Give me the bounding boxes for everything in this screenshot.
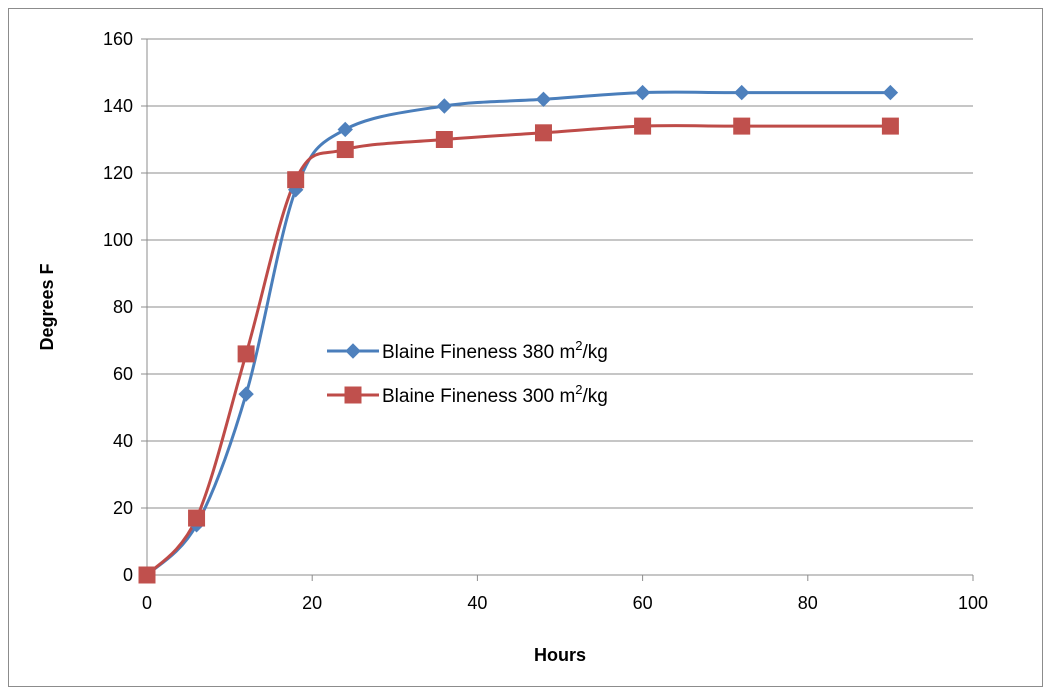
legend-label-base: Blaine Fineness 380 m bbox=[382, 342, 575, 363]
line-chart: 0 20 40 60 80 100 0 20 40 60 80 100 120 140 160 Blain… bbox=[37, 29, 988, 665]
y-tick-label: 60 bbox=[113, 364, 133, 384]
chart-area: 0 20 40 60 80 100 0 20 40 60 80 100 120 140 160 Blain… bbox=[8, 8, 1043, 687]
data-point-series-2 bbox=[435, 131, 453, 148]
data-point-series-2 bbox=[138, 566, 156, 584]
gridlines bbox=[147, 38, 973, 509]
x-tick-label: 100 bbox=[958, 593, 988, 613]
y-tick-label: 40 bbox=[113, 431, 133, 451]
series-line-1 bbox=[145, 90, 892, 577]
data-point-series-2 bbox=[634, 117, 652, 135]
data-point-series-2 bbox=[237, 345, 255, 363]
x-tick-labels: 0 20 40 60 80 100 bbox=[142, 593, 988, 613]
series-markers bbox=[138, 84, 899, 584]
legend-label-superscript: 2 bbox=[575, 382, 582, 397]
x-tick-label: 40 bbox=[467, 593, 487, 613]
data-point-series-2 bbox=[287, 171, 305, 189]
y-tick-label: 120 bbox=[103, 163, 133, 183]
data-point-series-2 bbox=[534, 124, 552, 142]
y-tick-label: 100 bbox=[103, 230, 133, 250]
y-tick-labels: 0 20 40 60 80 100 120 140 160 bbox=[103, 29, 133, 585]
x-tick-label: 80 bbox=[798, 593, 818, 613]
legend-marker-1 bbox=[345, 343, 361, 359]
legend-label-superscript: 2 bbox=[575, 338, 582, 353]
series-line-2 bbox=[145, 124, 892, 577]
data-point-series-1 bbox=[535, 91, 552, 108]
data-point-series-2 bbox=[336, 141, 354, 159]
data-point-series-1 bbox=[734, 84, 750, 101]
data-point-series-1 bbox=[238, 386, 254, 402]
data-point-series-1 bbox=[634, 84, 651, 101]
legend-label-base: Blaine Fineness 300 m bbox=[382, 386, 575, 407]
y-tick-label: 80 bbox=[113, 297, 133, 317]
data-point-series-2 bbox=[881, 117, 899, 135]
y-tick-label: 20 bbox=[113, 498, 133, 518]
legend-label-tail: /kg bbox=[583, 386, 608, 407]
legend-label-1: Blaine Fineness 380 m2/kg bbox=[382, 338, 608, 363]
data-point-series-2 bbox=[188, 509, 206, 527]
data-point-series-2 bbox=[733, 117, 751, 135]
series-lines bbox=[145, 90, 892, 577]
y-axis-title: Degrees F bbox=[37, 263, 57, 350]
x-tick-label: 0 bbox=[142, 593, 152, 613]
legend-label-tail: /kg bbox=[583, 342, 608, 363]
legend-marker-2 bbox=[344, 386, 362, 404]
y-tick-label: 140 bbox=[103, 96, 133, 116]
data-point-series-1 bbox=[882, 84, 899, 101]
y-tick-label: 160 bbox=[103, 29, 133, 49]
x-axis-title: Hours bbox=[534, 645, 586, 665]
data-point-series-1 bbox=[337, 121, 353, 138]
axes bbox=[141, 38, 974, 581]
x-tick-label: 60 bbox=[633, 593, 653, 613]
x-tick-label: 20 bbox=[302, 593, 322, 613]
data-point-series-1 bbox=[436, 98, 453, 114]
y-tick-label: 0 bbox=[123, 565, 133, 585]
legend-label-2: Blaine Fineness 300 m2/kg bbox=[382, 382, 608, 407]
